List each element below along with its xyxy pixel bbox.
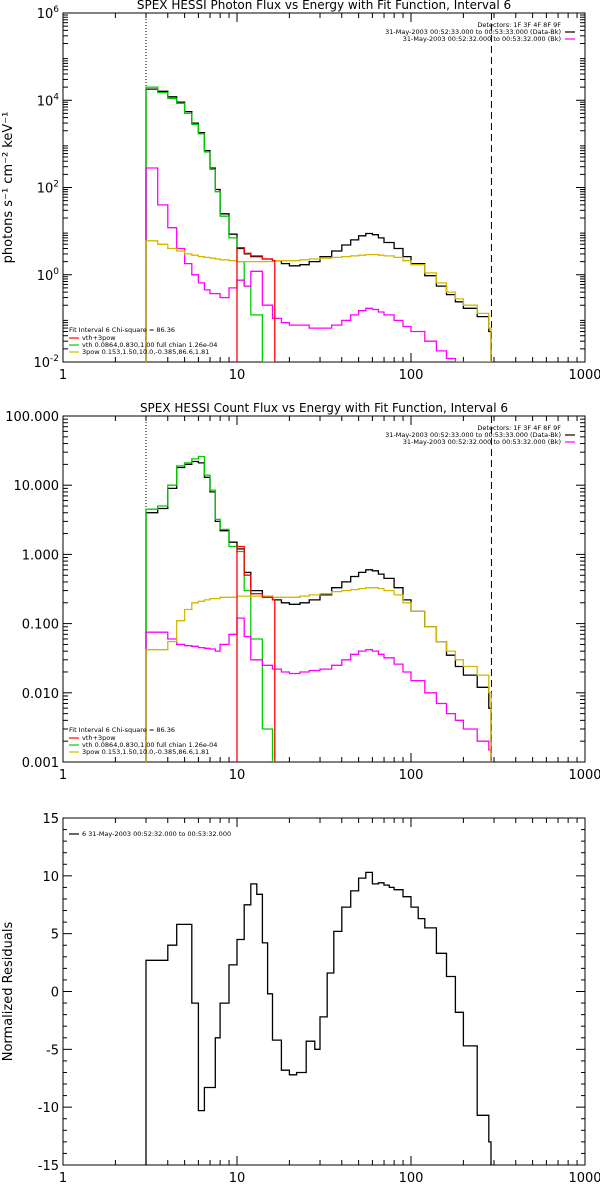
legend-left-entry: 3pow 0.153,1.50,10.0,-0.385,86.6,1.81 (82, 748, 209, 756)
y-tick-label: 1.000 (22, 548, 59, 563)
y-tick-label: 0.100 (22, 618, 59, 633)
series-line-2 (145, 617, 492, 762)
y-tick-label: -5 (46, 1043, 59, 1058)
chart-title: SPEX HESSI Count Flux vs Energy with Fit… (140, 401, 508, 415)
series-line-4 (236, 545, 276, 762)
x-tick-label: 10 (229, 768, 246, 783)
legend-left-entry: vth+3pow (82, 734, 116, 742)
legend-left-entry: 6 31-May-2003 00:52:32.000 to 00:53:32.0… (82, 830, 231, 838)
y-axis-label: Normalized Residuals (1, 922, 16, 1062)
x-tick-label: 1000 (568, 368, 600, 383)
series-line-0 (145, 871, 492, 1165)
x-tick-label: 100 (399, 768, 424, 783)
series-line-0 (145, 88, 492, 362)
legend-right-entry: Detectors: 1F 3F 4F 8F 9F (477, 424, 561, 432)
legend-left-header: Fit Interval 6 Chi-square = 86.36 (69, 326, 175, 334)
y-tick-label: 10 (42, 870, 59, 885)
x-tick-label: 100 (399, 368, 424, 383)
legend-left-entry: vth 0.0864,0.830,1.00 full chian 1.26e-0… (82, 341, 217, 349)
y-axis-label: photons s⁻¹ cm⁻² keV⁻¹ (1, 112, 16, 264)
y-tick-label: 0.010 (22, 687, 59, 702)
series-line-3 (145, 587, 492, 762)
y-tick-label: 15 (42, 812, 59, 827)
legend-right-entry: 31-May-2003 00:52:33.000 to 00:53:33.000… (385, 431, 561, 439)
x-tick-label: 1000 (568, 1171, 600, 1186)
legend-left-entry: vth+3pow (82, 334, 116, 342)
y-tick-label: 100.000 (5, 410, 59, 425)
legend-right-entry: Detectors: 1F 3F 4F 8F 9F (477, 21, 561, 29)
series-line-3 (145, 240, 492, 362)
series-line-1 (145, 455, 275, 762)
series-group (145, 86, 492, 362)
x-tick-label: 1 (59, 1171, 67, 1186)
series-group (145, 871, 492, 1165)
residuals-panel: 1 10 100 1000 15 10 5 0 -5 -10 -15 Normalized Resid… (1, 812, 600, 1186)
x-tick-label: 10 (229, 368, 246, 383)
y-tick-label: 0 (51, 986, 59, 1001)
y-tick-label: 102 (37, 180, 59, 197)
legend-right-entry: 31-May-2003 00:52:33.000 to 00:53:33.000… (385, 28, 561, 36)
series-line-0 (145, 460, 492, 762)
x-tick-label: 1000 (568, 768, 600, 783)
y-tick-label: -10 (38, 1101, 59, 1116)
legend-left-entry: 3pow 0.153,1.50,10.0,-0.385,86.6,1.81 (82, 348, 209, 356)
count-flux-panel: SPEX HESSI Count Flux vs Energy with Fit… (5, 401, 600, 783)
chart-title: SPEX HESSI Photon Flux vs Energy with Fi… (137, 0, 511, 12)
plot-frame (62, 415, 586, 763)
series-line-4 (236, 246, 276, 362)
legend-left-entry: vth 0.0864,0.830,1.00 full chian 1.26e-0… (82, 741, 217, 749)
plot-frame (62, 12, 586, 363)
series-group (145, 455, 492, 762)
legend-right-entry: 31-May-2003 00:52:32.000 to 00:53:32.000… (403, 438, 561, 446)
x-tick-label: 1 (59, 368, 67, 383)
legend-right-entry: 31-May-2003 00:52:32.000 to 00:53:32.000… (403, 35, 561, 43)
legend-left-header: Fit Interval 6 Chi-square = 86.36 (69, 726, 175, 734)
x-tick-label: 100 (399, 1171, 424, 1186)
y-tick-label: 10-2 (33, 354, 59, 371)
y-tick-label: 0.001 (22, 756, 59, 771)
plot-frame (62, 817, 586, 1166)
x-tick-label: 10 (229, 1171, 246, 1186)
series-line-2 (145, 167, 491, 362)
y-tick-label: 10.000 (14, 479, 60, 494)
series-line-1 (145, 86, 275, 362)
y-tick-label: 5 (51, 928, 59, 943)
photon-flux-panel: SPEX HESSI Photon Flux vs Energy with Fi… (1, 0, 600, 383)
y-tick-label: 106 (37, 5, 60, 22)
y-tick-label: 100 (37, 267, 60, 284)
y-tick-label: 104 (37, 92, 60, 109)
y-tick-label: -15 (38, 1159, 59, 1174)
x-tick-label: 1 (59, 768, 67, 783)
